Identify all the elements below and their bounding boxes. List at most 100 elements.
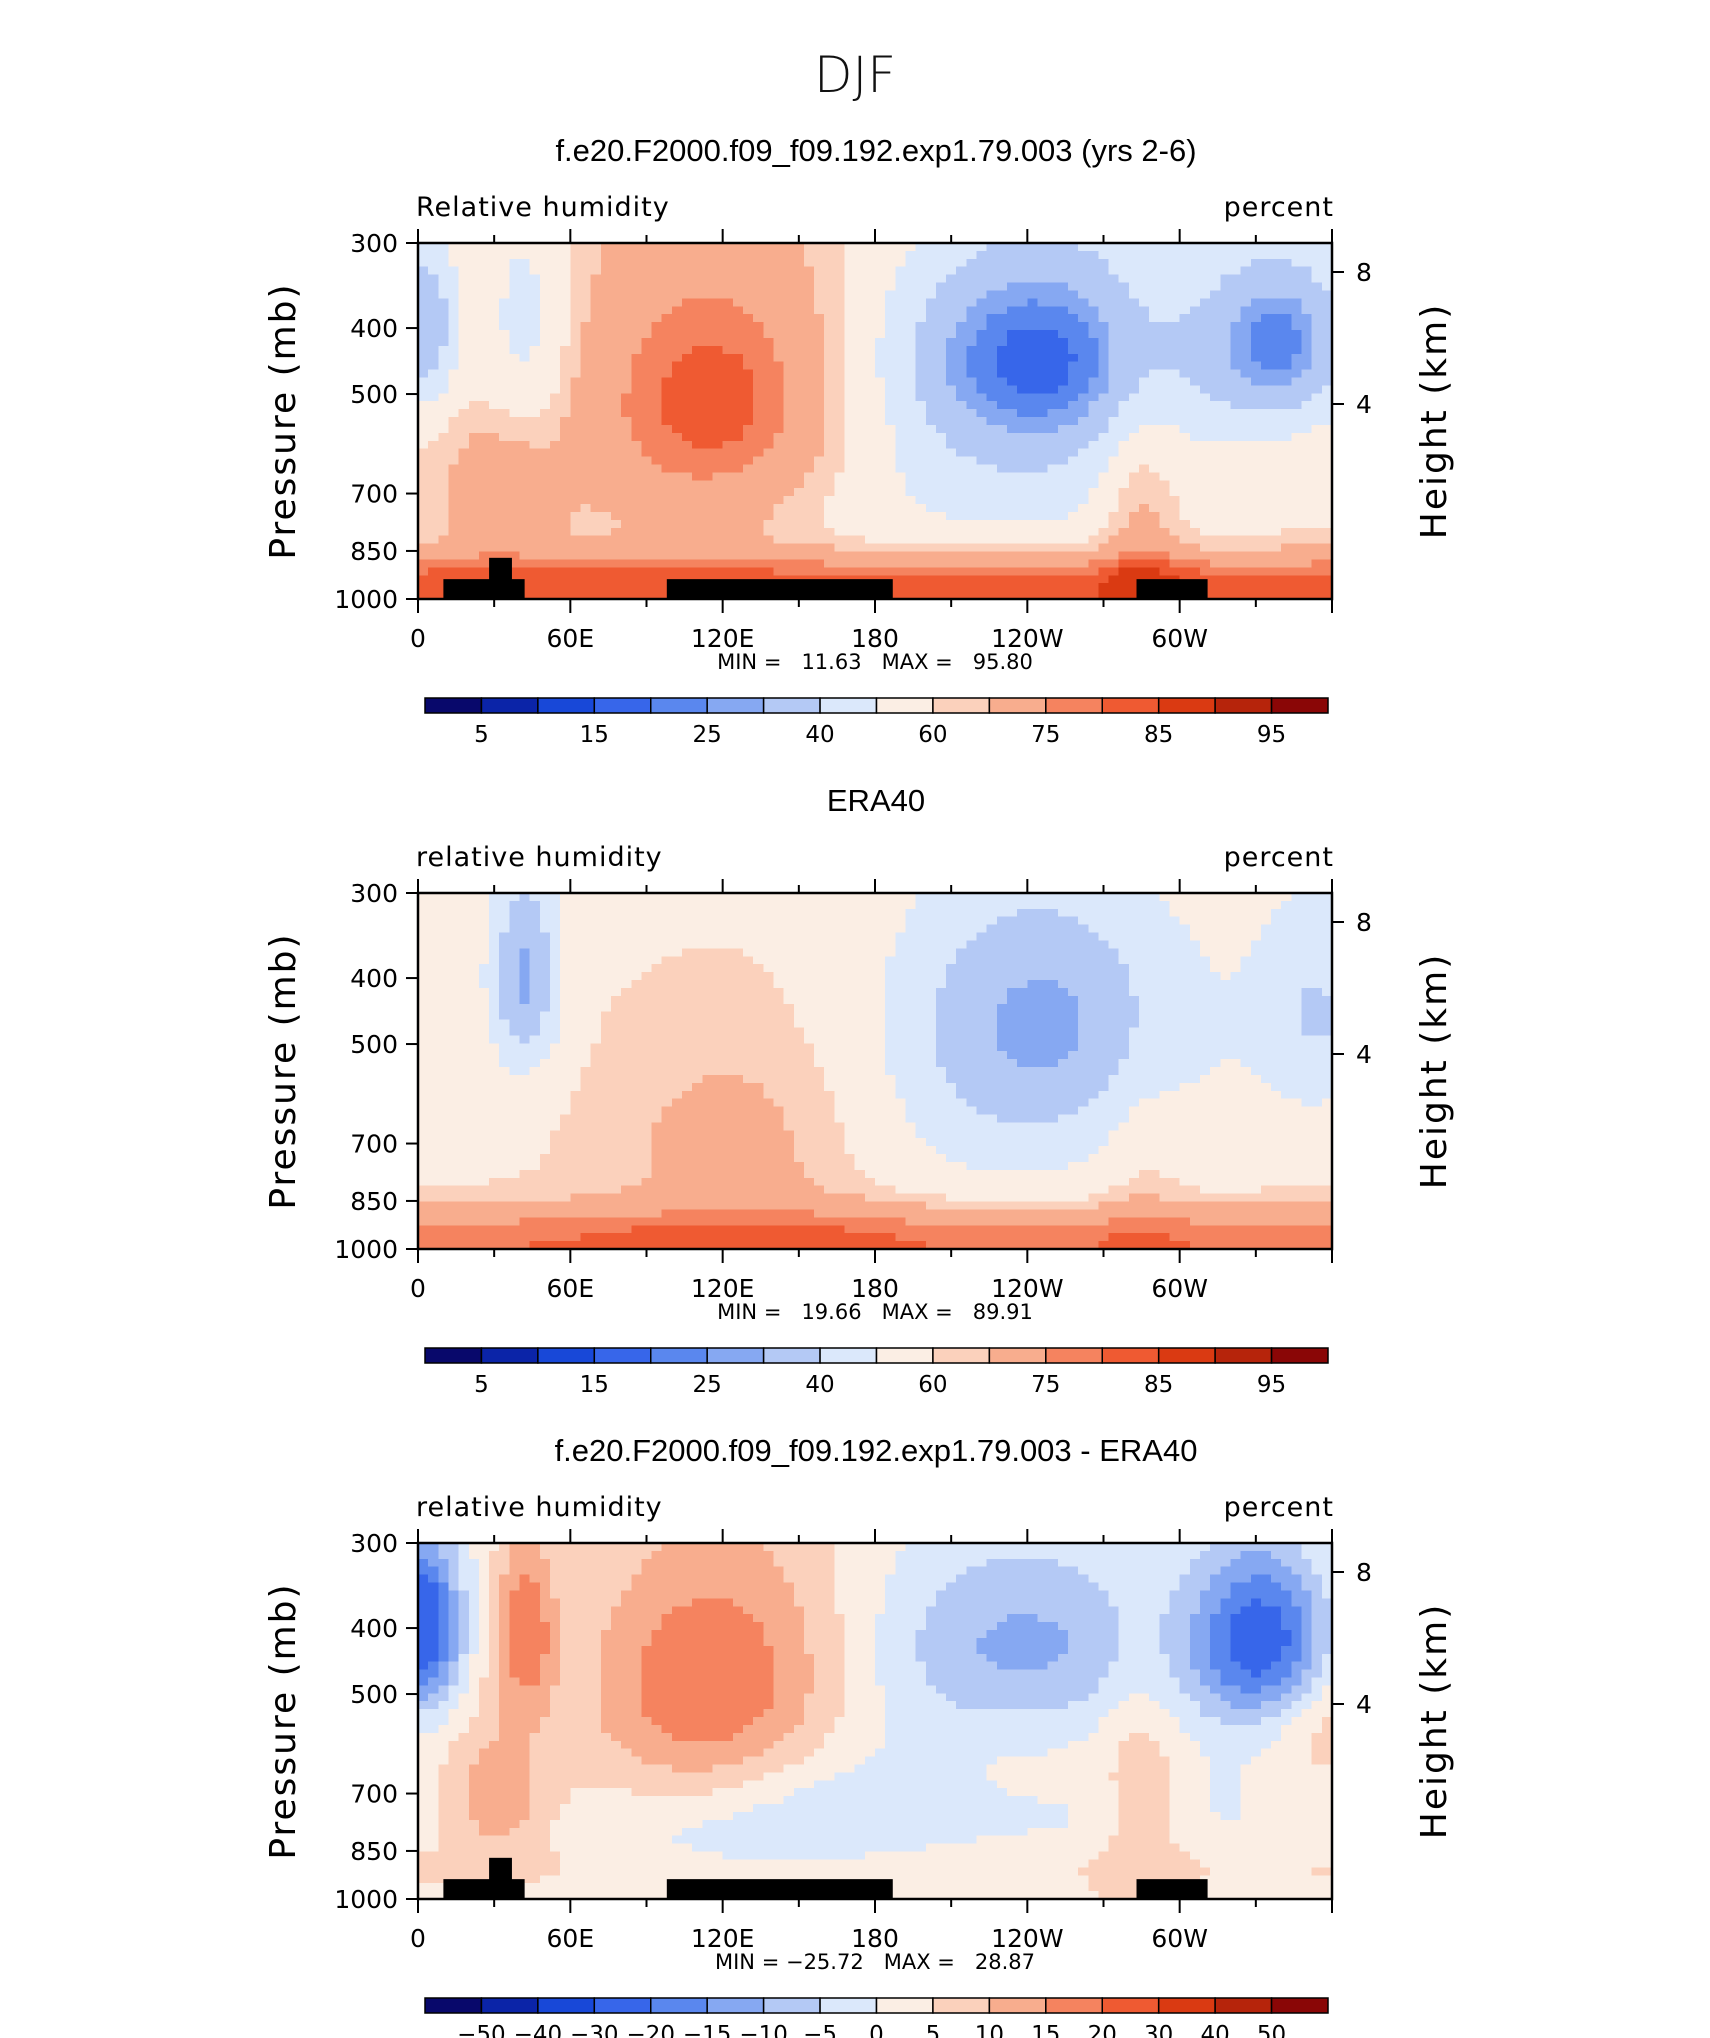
field-cell	[529, 369, 541, 379]
field-cell	[560, 1185, 571, 1195]
field-cell	[478, 432, 490, 442]
field-cell	[722, 496, 734, 505]
field-cell	[570, 519, 582, 529]
field-cell	[458, 1003, 470, 1013]
field-cell	[509, 1233, 521, 1242]
field-cell	[1220, 559, 1232, 568]
field-cell	[966, 448, 978, 458]
field-cell	[1047, 369, 1059, 379]
field-cell	[560, 1193, 571, 1203]
field-cell	[600, 369, 612, 379]
field-cell	[478, 258, 490, 268]
field-cell	[1250, 496, 1262, 505]
field-cell	[1240, 266, 1252, 276]
field-cell	[1037, 417, 1049, 426]
field-cell	[1230, 488, 1242, 497]
field-cell	[1169, 243, 1181, 252]
field-cell	[966, 369, 978, 379]
field-cell	[499, 1130, 510, 1139]
field-cell	[580, 1035, 592, 1044]
field-cell	[641, 290, 653, 299]
field-cell	[1128, 322, 1140, 331]
field-cell	[570, 1059, 582, 1068]
field-cell	[550, 1201, 561, 1211]
field-cell	[661, 456, 673, 466]
field-cell	[803, 393, 815, 402]
field-cell	[1017, 519, 1028, 529]
field-cell	[529, 916, 541, 926]
field-cell	[438, 932, 450, 942]
field-cell	[489, 314, 500, 323]
field-cell	[539, 511, 551, 521]
field-cell	[570, 337, 582, 347]
field-cell	[814, 290, 825, 299]
field-cell	[1149, 456, 1160, 466]
field-cell	[448, 956, 460, 965]
field-cell	[489, 424, 500, 434]
field-cell	[428, 314, 439, 323]
field-cell	[600, 1067, 612, 1076]
field-cell	[1281, 353, 1292, 363]
field-cell	[600, 409, 612, 418]
field-cell	[834, 488, 846, 497]
field-cell	[1311, 417, 1323, 426]
field-cell	[1078, 543, 1089, 553]
field-cell	[1027, 258, 1039, 268]
field-cell	[590, 401, 602, 410]
field-cell	[641, 496, 653, 505]
field-cell	[458, 987, 470, 997]
field-cell	[986, 361, 998, 371]
field-cell	[590, 1193, 602, 1203]
field-cell	[631, 401, 643, 410]
field-cell	[539, 1209, 551, 1218]
field-cell	[539, 591, 551, 600]
field-cell	[773, 306, 785, 315]
field-cell	[529, 448, 541, 458]
field-cell	[550, 948, 561, 957]
field-cell	[803, 243, 815, 252]
field-cell	[1189, 330, 1201, 339]
field-cell	[1271, 306, 1282, 315]
field-cell	[478, 1241, 490, 1250]
field-cell	[448, 290, 460, 299]
field-cell	[966, 591, 978, 600]
field-cell	[641, 337, 653, 347]
field-cell	[590, 1154, 602, 1163]
field-cell	[793, 472, 805, 481]
field-cell	[1067, 575, 1079, 584]
field-cell	[783, 361, 795, 371]
field-cell	[1250, 337, 1262, 347]
colorbar-label: 25	[693, 722, 722, 748]
field-cell	[834, 401, 846, 410]
field-cell	[885, 543, 896, 553]
field-cell	[438, 964, 450, 973]
field-cell	[966, 258, 978, 268]
field-cell	[1078, 393, 1089, 402]
field-cell	[499, 924, 510, 934]
field-cell	[509, 543, 521, 553]
field-cell	[468, 432, 480, 442]
field-cell	[1139, 330, 1150, 339]
field-cell	[824, 535, 835, 545]
field-cell	[600, 504, 612, 513]
field-cell	[580, 417, 592, 426]
field-cell	[499, 1225, 510, 1234]
field-cell	[641, 464, 653, 474]
field-cell	[519, 932, 531, 942]
field-cell	[753, 567, 764, 576]
field-cell	[448, 314, 460, 323]
field-cell	[783, 345, 795, 355]
field-cell	[1088, 575, 1100, 584]
field-cell	[661, 496, 673, 505]
field-cell	[448, 511, 460, 521]
field-cell	[712, 440, 724, 450]
field-cell	[1078, 345, 1089, 355]
field-cell	[539, 1217, 551, 1226]
field-cell	[631, 290, 643, 299]
field-cell	[803, 361, 815, 371]
field-cell	[722, 567, 734, 576]
field-cell	[570, 424, 582, 434]
field-cell	[519, 1090, 531, 1100]
field-cell	[1078, 583, 1089, 592]
field-cell	[550, 377, 561, 386]
